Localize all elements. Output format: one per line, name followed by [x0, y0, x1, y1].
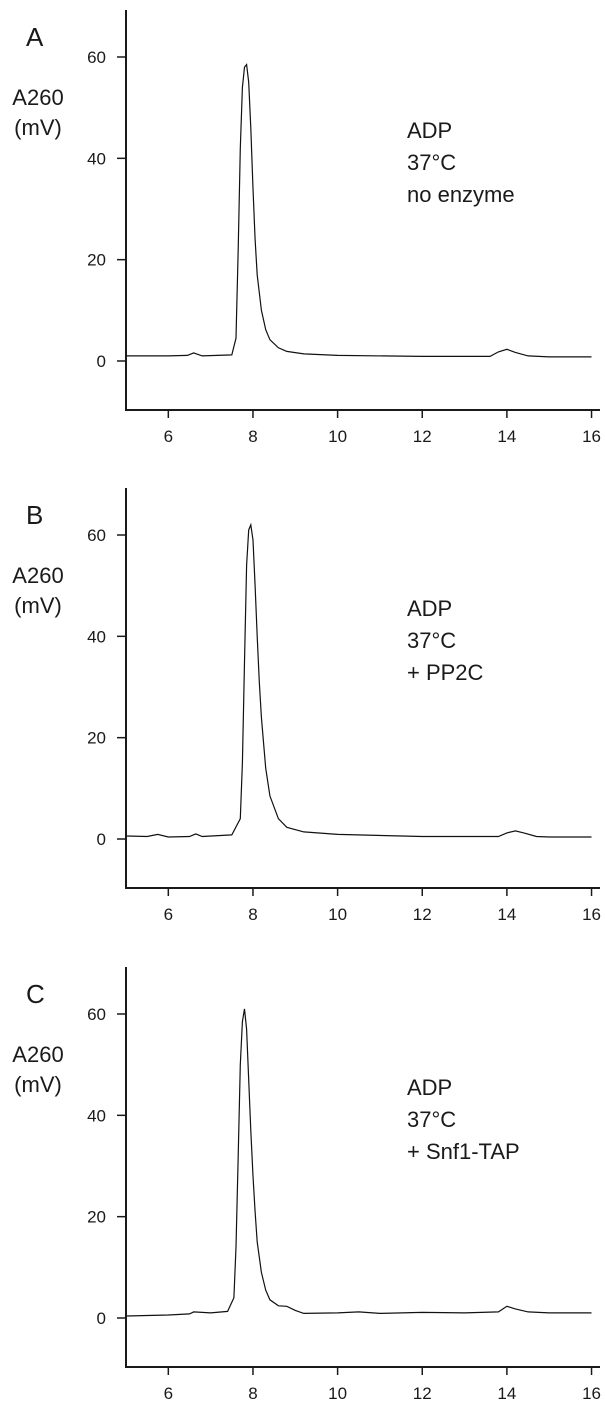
- x-tick-label: 6: [164, 905, 173, 924]
- y-tick-label: 40: [87, 627, 106, 646]
- condition-annotation: + PP2C: [407, 660, 484, 685]
- y-tick-label: 40: [87, 1106, 106, 1125]
- condition-annotation: no enzyme: [407, 182, 515, 207]
- chromatogram-trace: [126, 63, 592, 358]
- y-tick-label: 20: [87, 729, 106, 748]
- y-tick-label: 60: [87, 526, 106, 545]
- x-tick-label: 8: [248, 1384, 257, 1403]
- y-axis-label: A260: [12, 85, 63, 110]
- x-tick-label: 8: [248, 905, 257, 924]
- panel-c: 0 20 40 60 6 8 10 12 14 16 C A260 (mV) ADP 37°C + Snf1-…: [12, 967, 601, 1403]
- y-tick-label: 0: [97, 352, 106, 371]
- condition-annotation: ADP: [407, 118, 452, 143]
- x-tick-label: 16: [582, 427, 601, 446]
- y-axis-label: A260: [12, 563, 63, 588]
- y-axis-label: (mV): [14, 1072, 62, 1097]
- x-tick-label: 8: [248, 427, 257, 446]
- y-axis-label: (mV): [14, 115, 62, 140]
- condition-annotation: 37°C: [407, 1107, 456, 1132]
- y-tick-label: 60: [87, 48, 106, 67]
- y-tick-label: 0: [97, 1309, 106, 1328]
- x-tick-label: 12: [413, 427, 432, 446]
- x-tick-label: 16: [582, 905, 601, 924]
- x-tick-label: 12: [413, 905, 432, 924]
- y-tick-label: 40: [87, 149, 106, 168]
- chromatogram-trace: [125, 1008, 592, 1317]
- y-tick-label: 60: [87, 1005, 106, 1024]
- condition-annotation: ADP: [407, 596, 452, 621]
- x-tick-label: 14: [497, 427, 516, 446]
- x-tick-label: 6: [164, 427, 173, 446]
- condition-annotation: 37°C: [407, 150, 456, 175]
- panel-letter: C: [26, 979, 45, 1009]
- panel-letter: B: [26, 500, 43, 530]
- axes: [125, 10, 600, 411]
- condition-annotation: ADP: [407, 1075, 452, 1100]
- y-axis-label: A260: [12, 1042, 63, 1067]
- panel-a: 0 20 40 60 6 8 10 12 14 16 A A260 (mV) ADP 37°C no enzy…: [12, 10, 601, 446]
- condition-annotation: + Snf1-TAP: [407, 1139, 520, 1164]
- x-tick-label: 10: [328, 905, 347, 924]
- axes: [125, 488, 600, 889]
- chromatogram-trace: [125, 522, 592, 838]
- x-tick-label: 14: [497, 1384, 516, 1403]
- condition-annotation: 37°C: [407, 628, 456, 653]
- x-tick-label: 10: [328, 427, 347, 446]
- y-tick-label: 20: [87, 1208, 106, 1227]
- axes: [125, 967, 600, 1368]
- x-tick-label: 14: [497, 905, 516, 924]
- panel-b: 0 20 40 60 6 8 10 12 14 16 B A260 (mV) ADP 37°C + PP2C: [12, 488, 601, 924]
- x-tick-label: 10: [328, 1384, 347, 1403]
- y-tick-label: 20: [87, 251, 106, 270]
- x-tick-label: 6: [164, 1384, 173, 1403]
- x-tick-label: 12: [413, 1384, 432, 1403]
- panel-letter: A: [26, 22, 44, 52]
- x-tick-label: 16: [582, 1384, 601, 1403]
- y-axis-label: (mV): [14, 593, 62, 618]
- y-tick-label: 0: [97, 830, 106, 849]
